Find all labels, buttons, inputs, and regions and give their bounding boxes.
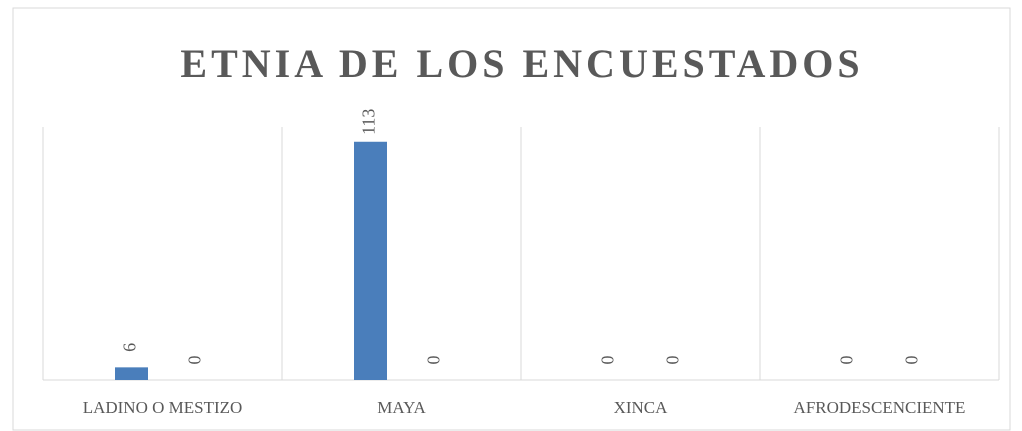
- data-label: 0: [185, 356, 205, 365]
- data-label: 0: [424, 356, 444, 365]
- x-tick-label: AFRODESCENCIENTE: [794, 398, 966, 417]
- x-tick-label: LADINO O MESTIZO: [83, 398, 243, 417]
- chart-border: [12, 7, 1011, 431]
- data-label: 0: [837, 356, 857, 365]
- data-label: 0: [902, 356, 922, 365]
- data-label: 113: [359, 109, 379, 135]
- data-label: 0: [663, 356, 683, 365]
- data-label: 0: [598, 356, 618, 365]
- chart-title: ETNIA DE LOS ENCUESTADOS: [180, 41, 863, 86]
- x-tick-label: XINCA: [614, 398, 669, 417]
- data-label: 6: [120, 343, 140, 352]
- x-tick-label: MAYA: [377, 398, 426, 417]
- bar: [354, 141, 387, 380]
- bar: [115, 367, 148, 380]
